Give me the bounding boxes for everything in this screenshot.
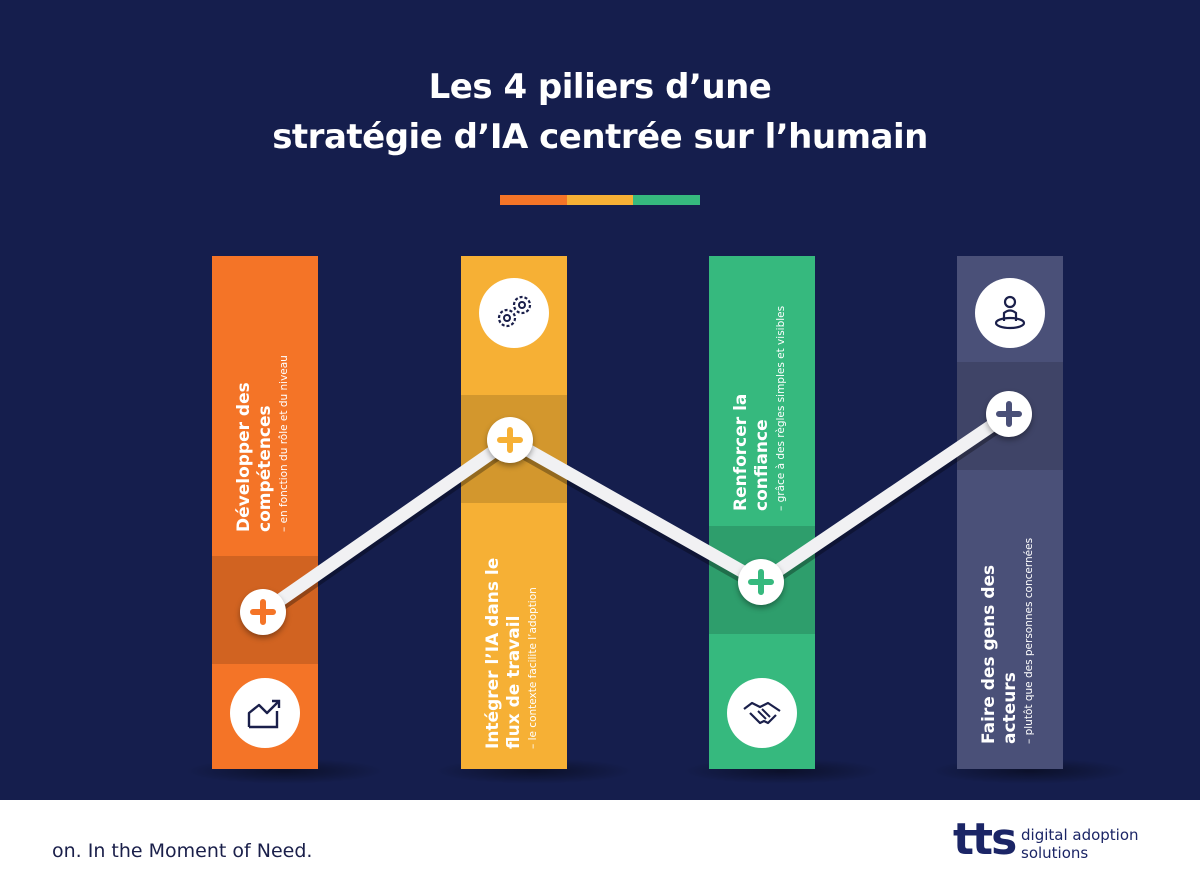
pillar-1: Développer des compétences – en fonction…: [212, 256, 318, 769]
pillar-2: Intégrer l’IA dans le flux de travail – …: [461, 256, 567, 769]
pillar-3: Renforcer la confiance – grâce à des règ…: [709, 256, 815, 769]
page-title: Les 4 piliers d’une stratégie d’IA centr…: [0, 62, 1200, 162]
pillar-4-icon-circle: [975, 278, 1045, 348]
pillar-3-icon-circle: [727, 678, 797, 748]
pillar-2-plus-marker: [487, 417, 533, 463]
title-line-2: stratégie d’IA centrée sur l’humain: [272, 117, 928, 157]
pillar-4: Faire des gens des acteurs – plutôt que …: [957, 256, 1063, 769]
logo-line-1: digital adoption: [1021, 826, 1139, 844]
growth-chart-icon: [247, 699, 281, 729]
plus-icon: [497, 427, 523, 453]
gears-icon: [497, 295, 532, 328]
infographic-canvas: Les 4 piliers d’une stratégie d’IA centr…: [0, 0, 1200, 800]
plus-icon: [748, 569, 774, 595]
pillar-1-plus-marker: [240, 589, 286, 635]
logo-line-2: solutions: [1021, 844, 1089, 862]
accent-bar-orange: [500, 195, 567, 205]
logo-text: digital adoption solutions: [1021, 826, 1139, 862]
plus-icon: [250, 599, 276, 625]
pillar-2-icon-circle: [479, 278, 549, 348]
plus-icon: [996, 401, 1022, 427]
footer-tagline: on. In the Moment of Need.: [52, 840, 313, 862]
pillar-3-plus-marker: [738, 559, 784, 605]
handshake-icon: [743, 701, 781, 725]
title-line-1: Les 4 piliers d’une: [428, 67, 772, 107]
accent-bar-yellow: [567, 195, 633, 205]
connector-line: [259, 408, 1013, 623]
pillar-1-icon-circle: [230, 678, 300, 748]
person-location-icon: [994, 295, 1026, 330]
accent-bar-green: [633, 195, 700, 205]
pillar-4-plus-marker: [986, 391, 1032, 437]
logo-mark: tts: [953, 814, 1017, 865]
